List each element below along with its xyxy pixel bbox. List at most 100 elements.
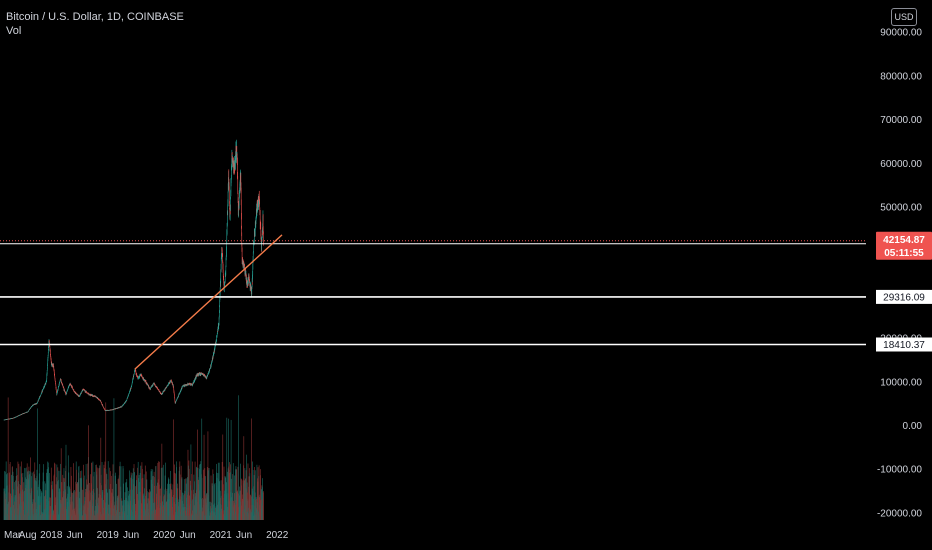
volume-bar	[99, 465, 101, 520]
symbol-title[interactable]: Bitcoin / U.S. Dollar, 1D, COINBASE	[6, 11, 184, 23]
volume-bar	[160, 488, 161, 520]
x-tick-label: 2022	[266, 530, 289, 541]
volume-bar	[152, 475, 154, 520]
volume-layer	[3, 395, 264, 520]
volume-bar	[52, 481, 54, 520]
volume-bar	[111, 475, 112, 520]
volume-bar	[113, 506, 115, 520]
volume-bar	[102, 490, 104, 520]
volume-bar	[258, 465, 260, 520]
volume-bar	[50, 467, 52, 520]
y-tick-label: 0.00	[903, 421, 923, 432]
volume-bar	[126, 479, 128, 520]
volume-bar	[210, 475, 212, 520]
volume-bar	[135, 503, 136, 520]
volume-bar	[186, 478, 188, 520]
volume-bar	[37, 408, 38, 520]
volume-bar	[208, 511, 210, 520]
volume-bar	[253, 498, 254, 520]
y-tick-label: -20000.00	[877, 508, 922, 519]
volume-bar	[103, 495, 105, 520]
volume-bar	[65, 444, 67, 520]
volume-bar	[39, 505, 41, 520]
volume-bar	[31, 472, 33, 520]
volume-bar	[257, 467, 259, 520]
volume-bar	[188, 468, 190, 520]
volume-bar	[21, 473, 23, 520]
volume-bar	[29, 493, 31, 520]
volume-bar	[185, 483, 187, 520]
volume-bar	[190, 474, 192, 520]
volume-bar	[35, 502, 36, 520]
volume-bar	[216, 477, 218, 520]
volume-bar	[235, 469, 236, 520]
volume-bar	[58, 480, 59, 520]
y-tick-label: 90000.00	[880, 28, 922, 39]
volume-bar	[100, 474, 102, 520]
volume-bar	[245, 470, 247, 520]
volume-bar	[20, 461, 22, 520]
volume-bar	[78, 465, 80, 520]
trendline[interactable]	[134, 234, 283, 370]
y-tick-label: 70000.00	[880, 115, 922, 126]
volume-bar	[63, 468, 65, 520]
volume-bar	[108, 488, 110, 520]
volume-bar	[40, 490, 42, 520]
volume-bar	[134, 472, 135, 520]
volume-bar	[16, 475, 18, 520]
volume-bar	[222, 484, 224, 520]
volume-bar	[221, 461, 223, 520]
volume-bar	[79, 491, 80, 520]
volume-bar	[190, 485, 191, 520]
volume-bar	[134, 486, 136, 520]
volume-bar	[199, 464, 200, 520]
level-label-box	[876, 337, 932, 352]
x-tick-label: Mar	[4, 530, 22, 541]
volume-bar	[185, 478, 186, 520]
volume-bar	[165, 462, 166, 520]
currency-button[interactable]: USD	[891, 8, 917, 26]
volume-bar	[155, 465, 157, 520]
volume-bar	[60, 463, 61, 520]
volume-bar	[191, 461, 193, 520]
volume-bar	[81, 489, 83, 520]
volume-bar	[137, 493, 139, 520]
volume-bar	[174, 472, 176, 520]
volume-bar	[199, 463, 201, 520]
volume-bar	[213, 484, 215, 520]
volume-bar	[56, 464, 58, 520]
volume-bar	[208, 501, 210, 520]
volume-bar	[255, 499, 256, 520]
volume-bar	[218, 462, 220, 520]
volume-bar	[251, 418, 252, 520]
volume-bar	[99, 494, 101, 520]
volume-bar	[36, 469, 38, 520]
volume-indicator-label[interactable]: Vol	[6, 25, 22, 37]
volume-bar	[240, 505, 242, 520]
volume-bar	[84, 504, 85, 520]
volume-bar	[97, 468, 99, 520]
volume-bar	[112, 464, 114, 520]
y-axis[interactable]: 90000.00 80000.00 70000.00 60000.00 50000.00…	[877, 28, 922, 520]
volume-bar	[70, 491, 72, 520]
volume-bar	[136, 494, 138, 520]
volume-bar	[18, 484, 20, 520]
volume-bar	[74, 491, 76, 520]
volume-bar	[158, 461, 159, 520]
volume-bar	[120, 466, 122, 520]
volume-bar	[168, 479, 170, 520]
volume-bar	[162, 501, 163, 520]
volume-bar	[45, 490, 47, 520]
volume-bar	[76, 469, 77, 520]
volume-bar	[240, 478, 242, 520]
volume-bar	[45, 508, 47, 520]
volume-bar	[224, 494, 225, 520]
volume-bar	[127, 487, 128, 520]
volume-bar	[260, 475, 261, 520]
volume-bar	[143, 493, 144, 520]
volume-bar	[12, 466, 13, 520]
volume-bar	[192, 499, 193, 520]
volume-bar	[44, 496, 45, 520]
